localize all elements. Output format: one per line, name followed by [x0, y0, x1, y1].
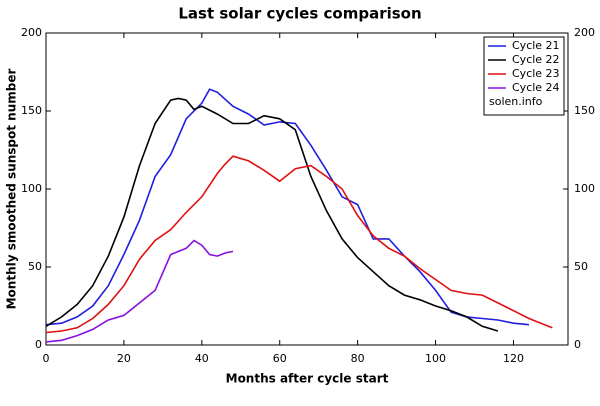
x-tick-label: 120 — [503, 352, 524, 365]
y2-tick-label: 100 — [574, 182, 595, 195]
legend-label: Cycle 21 — [512, 39, 560, 52]
y-tick-label: 100 — [21, 182, 42, 195]
x-tick-label: 20 — [117, 352, 131, 365]
legend-box — [483, 36, 565, 116]
y2-tick-label: 0 — [574, 338, 581, 351]
x-axis-label: Months after cycle start — [226, 372, 389, 386]
x-tick-label: 40 — [195, 352, 209, 365]
y-tick-label: 200 — [21, 26, 42, 39]
x-tick-label: 60 — [273, 352, 287, 365]
y-tick-label: 50 — [28, 260, 42, 273]
series-line — [45, 97, 499, 332]
x-tick-label: 0 — [43, 352, 50, 365]
y2-tick-label: 200 — [574, 26, 595, 39]
x-tick-label: 80 — [351, 352, 365, 365]
y2-tick-label: 50 — [574, 260, 588, 273]
y-tick-label: 150 — [21, 104, 42, 117]
annotation: solen.info — [489, 95, 543, 108]
legend-label: Cycle 22 — [512, 53, 560, 66]
series-line — [45, 239, 234, 343]
series-line — [45, 88, 530, 326]
chart-title: Last solar cycles comparison — [178, 5, 421, 23]
legend-label: Cycle 23 — [512, 67, 560, 80]
legend-label: Cycle 24 — [512, 81, 560, 94]
y-axis-label: Monthly smoothed sunspot number — [5, 69, 19, 310]
y-tick-label: 0 — [35, 338, 42, 351]
series-line — [45, 155, 553, 334]
x-tick-label: 100 — [425, 352, 446, 365]
y2-tick-label: 150 — [574, 104, 595, 117]
